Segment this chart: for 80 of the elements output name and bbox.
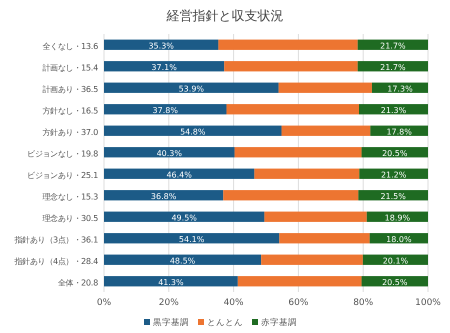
y-tick-label: ビジョンなし・19.8 <box>27 148 98 158</box>
y-tick-label: 計画なし・15.4 <box>42 62 98 72</box>
y-tick-label: ビジョンあり・25.1 <box>27 170 98 180</box>
bar <box>264 212 367 222</box>
bar <box>104 104 226 114</box>
data-label: 20.1% <box>382 256 409 266</box>
bar <box>254 168 360 179</box>
bar <box>104 40 218 50</box>
x-tick-label: 0% <box>96 298 112 308</box>
chart-title: 経営指針と収支状況 <box>166 9 284 24</box>
data-label: 17.3% <box>387 84 414 94</box>
data-label: 17.8% <box>386 127 412 136</box>
x-tick-label: 60% <box>288 298 309 308</box>
bar <box>104 233 280 244</box>
x-tick-label: 80% <box>353 298 374 308</box>
bar <box>234 147 362 158</box>
y-tick-label: 指針あり（4点）・28.4 <box>13 256 98 266</box>
bar <box>358 40 428 50</box>
legend-label: 黒字基調 <box>153 317 189 328</box>
y-tick-label: 方針なし・16.5 <box>42 105 98 116</box>
data-label: 21.2% <box>380 170 407 180</box>
data-label: 53.9% <box>178 84 204 94</box>
data-label: 49.5% <box>171 213 198 222</box>
data-label: 21.7% <box>380 62 406 72</box>
bar <box>261 254 363 265</box>
bar <box>218 40 358 50</box>
bar <box>278 82 372 93</box>
bar <box>104 61 224 72</box>
bar <box>104 147 235 158</box>
bar <box>223 190 358 200</box>
bar <box>104 254 262 265</box>
data-label: 18.9% <box>384 213 410 222</box>
data-label: 36.8% <box>150 192 177 201</box>
data-label: 18.0% <box>386 234 412 244</box>
bar <box>282 126 370 136</box>
bar <box>359 168 428 179</box>
bar <box>224 61 358 72</box>
legend-label: 赤字基調 <box>261 317 297 328</box>
bar <box>362 276 428 286</box>
data-label: 21.3% <box>380 106 407 115</box>
x-tick-label: 100% <box>415 298 442 308</box>
bar <box>104 126 282 136</box>
y-tick-label: 全くなし・13.6 <box>42 40 98 51</box>
data-label: 46.4% <box>166 170 192 180</box>
data-label: 37.8% <box>152 106 178 115</box>
data-label: 21.5% <box>380 192 406 201</box>
bar <box>238 276 362 286</box>
bar <box>372 82 428 93</box>
bar <box>358 104 428 114</box>
y-tick-label: 理念あり・30.5 <box>42 212 98 223</box>
bar <box>358 61 428 72</box>
data-label: 20.5% <box>382 148 408 158</box>
bar <box>104 212 264 222</box>
data-label: 41.3% <box>158 278 184 287</box>
data-label: 40.3% <box>156 148 182 158</box>
bar <box>358 190 428 200</box>
y-tick-label: 全体・20.8 <box>58 277 98 288</box>
bar <box>279 233 370 244</box>
y-tick-label: 方針あり・37.0 <box>42 126 98 137</box>
bar <box>362 254 428 265</box>
x-tick-label: 40% <box>224 298 244 308</box>
y-tick-label: 理念なし・15.3 <box>42 191 98 202</box>
y-tick-label: 指針あり（3点）・36.1 <box>13 234 98 244</box>
data-label: 54.8% <box>180 127 206 136</box>
bar <box>362 147 428 158</box>
data-label: 48.5% <box>170 256 196 266</box>
data-label: 20.5% <box>382 278 408 287</box>
bar <box>104 190 224 200</box>
bar <box>104 276 238 286</box>
legend-label: とんとん <box>207 318 243 328</box>
bar <box>226 104 359 114</box>
data-label: 37.1% <box>151 62 178 72</box>
data-label: 35.3% <box>148 41 174 50</box>
data-label: 54.1% <box>178 234 205 244</box>
bar <box>370 126 428 136</box>
data-label: 21.7% <box>380 41 406 50</box>
x-tick-label: 20% <box>158 298 180 308</box>
bar <box>104 168 254 179</box>
bar <box>104 82 279 93</box>
y-tick-label: 計画あり・36.5 <box>42 84 98 94</box>
